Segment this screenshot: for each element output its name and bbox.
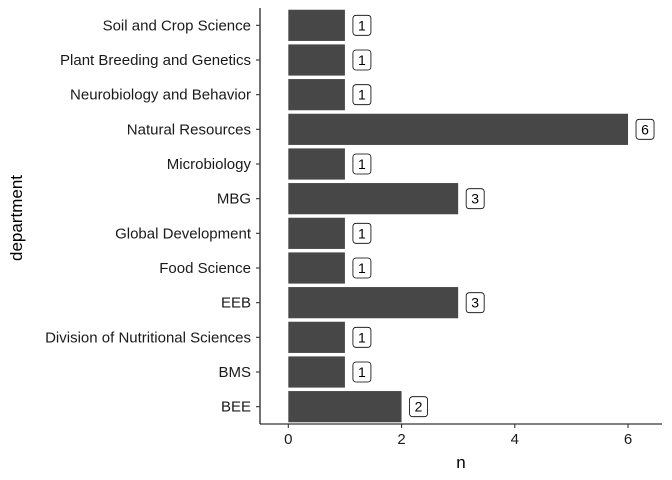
y-axis: Soil and Crop Science Plant Breeding and …: [45, 8, 261, 424]
data-label-box: [352, 326, 372, 348]
y-tick-label: BEE: [221, 399, 251, 416]
bar: [288, 9, 345, 41]
y-tick-label: Food Science: [159, 260, 251, 277]
data-label: 1: [358, 52, 366, 68]
bar: [288, 356, 345, 388]
x-tick-label: 4: [511, 431, 519, 448]
bar: [288, 113, 629, 145]
y-tick-label: Natural Resources: [127, 121, 251, 138]
bar: [288, 287, 459, 319]
data-label: 1: [358, 364, 366, 380]
x-axis-title: n: [456, 453, 465, 472]
data-label: 1: [358, 329, 366, 345]
data-label: 1: [358, 87, 366, 103]
y-tick-label: Soil and Crop Science: [103, 17, 251, 34]
data-label-box: [352, 153, 372, 175]
data-label-box: [635, 118, 655, 140]
data-label-box: [352, 257, 372, 279]
bar: [288, 217, 345, 249]
bars-layer: [288, 9, 629, 423]
data-label: 1: [358, 156, 366, 172]
y-tick-label: MBG: [217, 191, 251, 208]
y-tick-label: Global Development: [115, 225, 252, 242]
data-label: 1: [358, 17, 366, 33]
y-tick-label: Division of Nutritional Sciences: [45, 329, 251, 346]
y-tick-label: BMS: [218, 364, 251, 381]
data-label-box: [352, 222, 372, 244]
data-label: 3: [471, 191, 479, 207]
data-label-box: [352, 361, 372, 383]
bar: [288, 44, 345, 76]
data-label-box: [352, 84, 372, 106]
bar: [288, 79, 345, 111]
x-axis: 0 2 4 6: [260, 423, 662, 448]
x-tick-label: 2: [397, 431, 405, 448]
data-label-box: [465, 188, 485, 210]
y-axis-title: department: [7, 175, 26, 261]
data-label: 6: [641, 121, 649, 137]
y-tick-label: Plant Breeding and Genetics: [60, 52, 251, 69]
bar: [288, 183, 459, 215]
y-tick-label: Microbiology: [167, 156, 252, 173]
bar: [288, 148, 345, 180]
x-tick-label: 0: [284, 431, 292, 448]
data-label: 1: [358, 260, 366, 276]
y-tick-label: EEB: [221, 295, 251, 312]
data-label: 2: [415, 399, 423, 415]
data-label-box: [409, 396, 428, 418]
data-label-box: [352, 49, 372, 71]
data-label-box: [465, 292, 485, 314]
bar: [288, 252, 345, 284]
bar: [288, 321, 345, 353]
y-tick-label: Neurobiology and Behavior: [70, 87, 251, 104]
bar: [288, 391, 402, 423]
data-label-box: [352, 14, 372, 36]
data-label: 1: [358, 225, 366, 241]
x-tick-label: 6: [624, 431, 632, 448]
data-label: 3: [471, 295, 479, 311]
